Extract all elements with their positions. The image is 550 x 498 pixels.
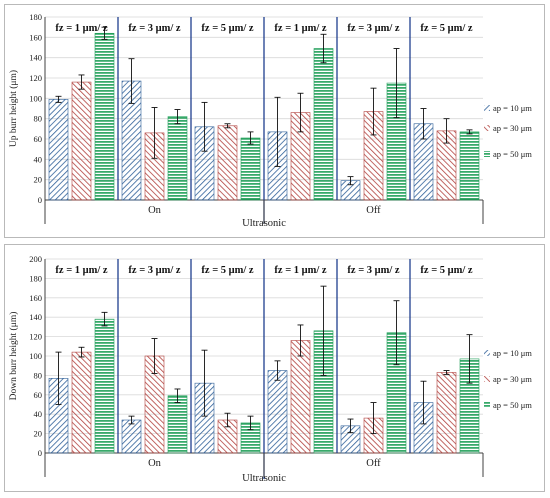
- up-y-tick-label: 140: [29, 53, 42, 63]
- up-bar-ap50: [313, 48, 334, 201]
- up-legend-swatch-ap10: [484, 105, 490, 111]
- down-section-label: fz = 1 μm/ z: [274, 265, 327, 276]
- down-y-tick-label: 120: [29, 332, 42, 342]
- up-section-label: fz = 1 μm/ z: [55, 23, 108, 34]
- up-bar-ap30: [217, 125, 238, 201]
- up-group-label: On: [148, 205, 162, 216]
- up-bar-ap50: [167, 116, 188, 201]
- up-y-tick-label: 160: [29, 32, 42, 42]
- up-y-tick-label: 80: [34, 114, 43, 124]
- up-section-label: fz = 1 μm/ z: [274, 23, 327, 34]
- down-legend-swatch-ap50: [484, 402, 490, 408]
- down-y-tick-label: 0: [38, 448, 42, 458]
- down-y-tick-label: 60: [34, 390, 43, 400]
- down-bar-ap30: [290, 340, 311, 454]
- down-legend-swatch-ap30: [484, 376, 490, 382]
- down-x-axis-title: Ultrasonic: [242, 473, 286, 484]
- up-bar-ap50: [94, 32, 115, 201]
- down-section-label: fz = 1 μm/ z: [55, 265, 108, 276]
- down-legend-swatch-ap10: [484, 350, 490, 356]
- up-legend-label: ap = 50 μm: [493, 149, 532, 159]
- up-section-label: fz = 5 μm/ z: [420, 23, 473, 34]
- up-x-axis-title: Ultrasonic: [242, 218, 286, 229]
- down-y-tick-label: 40: [34, 409, 43, 419]
- up-y-tick-label: 60: [34, 134, 43, 144]
- down-y-tick-label: 200: [29, 254, 42, 264]
- down-section-label: fz = 3 μm/ z: [347, 265, 400, 276]
- up-bar-ap50: [459, 131, 480, 201]
- down-y-tick-label: 140: [29, 312, 42, 322]
- up-y-axis-title: Up burr height (μm): [8, 70, 19, 147]
- down-group-label: Off: [366, 458, 381, 469]
- up-section-label: fz = 3 μm/ z: [347, 23, 400, 34]
- up-y-tick-label: 100: [29, 93, 42, 103]
- down-legend-label: ap = 50 μm: [493, 400, 532, 410]
- down-bar-ap30: [71, 351, 92, 454]
- down-bar-ap50: [167, 395, 188, 454]
- up-bar-ap10: [48, 99, 69, 201]
- up-bar-ap30: [71, 81, 92, 201]
- down-y-tick-label: 180: [29, 273, 42, 283]
- up-y-tick-label: 0: [38, 195, 42, 205]
- up-legend-label: ap = 30 μm: [493, 123, 532, 133]
- up-section-label: fz = 3 μm/ z: [128, 23, 181, 34]
- down-bar-ap50: [94, 318, 115, 454]
- up-legend-swatch-ap50: [484, 151, 490, 157]
- down-burr-chart: 0 20 40 60 80 100 120 140 160 180 200 fz = 1 μm/ z f…: [8, 254, 532, 484]
- up-y-tick-label: 40: [34, 154, 43, 164]
- up-y-tick-label: 120: [29, 73, 42, 83]
- down-bar-ap30: [436, 372, 457, 454]
- up-legend-swatch-ap30: [484, 125, 490, 131]
- down-bar-ap10: [267, 370, 288, 454]
- down-y-tick-label: 20: [34, 429, 43, 439]
- down-group-label: On: [148, 458, 162, 469]
- down-y-tick-label: 160: [29, 293, 42, 303]
- down-legend-label: ap = 10 μm: [493, 348, 532, 358]
- up-group-label: Off: [366, 205, 381, 216]
- down-y-tick-label: 100: [29, 351, 42, 361]
- down-y-tick-label: 80: [34, 370, 43, 380]
- up-legend-label: ap = 10 μm: [493, 103, 532, 113]
- down-section-label: fz = 5 μm/ z: [420, 265, 473, 276]
- up-bar-ap50: [240, 137, 261, 201]
- down-y-axis-title: Down burr height (μm): [8, 312, 19, 401]
- down-bar-ap10: [121, 419, 142, 454]
- down-section-label: fz = 5 μm/ z: [201, 265, 254, 276]
- up-section-label: fz = 5 μm/ z: [201, 23, 254, 34]
- up-y-tick-label: 180: [29, 12, 42, 22]
- down-section-label: fz = 3 μm/ z: [128, 265, 181, 276]
- down-legend-label: ap = 30 μm: [493, 374, 532, 384]
- up-burr-chart: 0 20 40 60 80 100 120 140 160 180 fz = 1 μm/ z fz =…: [8, 12, 532, 229]
- up-y-tick-label: 20: [34, 175, 43, 185]
